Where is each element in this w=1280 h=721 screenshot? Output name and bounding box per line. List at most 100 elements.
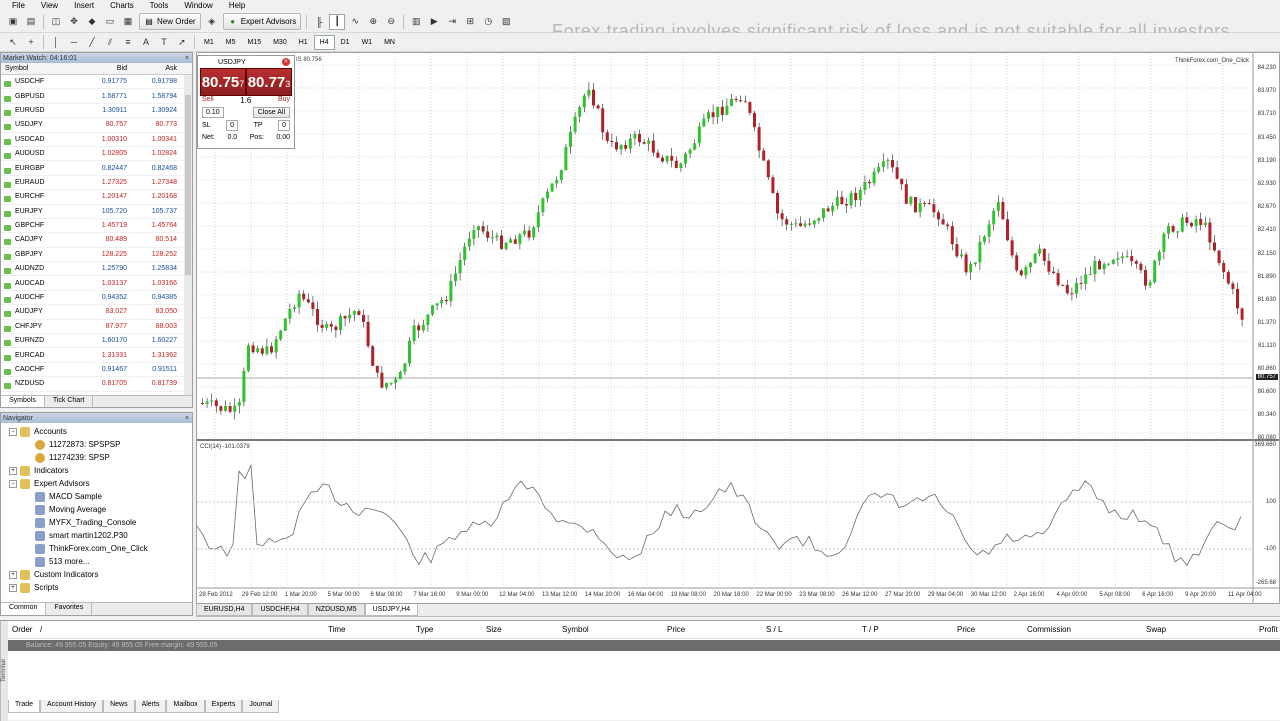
bar-chart-icon[interactable]: ╟ bbox=[316, 16, 323, 27]
terminal-tab[interactable]: Trade bbox=[8, 700, 41, 713]
navigator-item[interactable]: + Scripts bbox=[1, 581, 192, 594]
market-watch-row[interactable]: EURGBP 0.82447 0.82468 bbox=[1, 161, 192, 176]
timeframe-h1[interactable]: H1 bbox=[298, 38, 308, 46]
column-bid[interactable]: Bid bbox=[116, 65, 127, 72]
new-order-button[interactable]: ▤ New Order bbox=[139, 13, 201, 30]
terminal-tab[interactable]: Alerts bbox=[134, 700, 167, 713]
tab-common[interactable]: Common bbox=[1, 603, 47, 615]
expand-icon[interactable]: − bbox=[9, 427, 17, 436]
timeframe-d1[interactable]: D1 bbox=[340, 38, 350, 46]
timeframe-h4[interactable]: H4 bbox=[313, 34, 335, 50]
market-watch-row[interactable]: USDJPY 80.757 80.773 bbox=[1, 118, 192, 133]
text-label-icon[interactable]: T bbox=[161, 37, 167, 47]
menu-view[interactable]: View bbox=[40, 1, 59, 10]
tab-nzdusd-m5[interactable]: NZDUSD,M5 bbox=[307, 604, 365, 616]
tester-icon[interactable]: ▦ bbox=[123, 16, 133, 26]
terminal-icon[interactable]: ▭ bbox=[105, 16, 115, 26]
terminal-column-header[interactable]: / bbox=[40, 625, 43, 634]
templates-icon[interactable]: ▧ bbox=[502, 16, 511, 26]
market-watch-scrollbar[interactable] bbox=[184, 75, 192, 395]
candlestick-icon[interactable]: ┃ bbox=[329, 13, 346, 30]
data-window-icon[interactable]: ✥ bbox=[70, 16, 78, 26]
lots-input[interactable]: 0.10 bbox=[202, 107, 224, 118]
chart-window[interactable]: IS 80.756 ThinkForex.com_One_Click CCI(1… bbox=[196, 52, 1280, 604]
timeframe-m30[interactable]: M30 bbox=[273, 38, 287, 46]
navigator-item[interactable]: − Accounts bbox=[1, 425, 192, 438]
market-watch-row[interactable]: CHFJPY 87.977 88.003 bbox=[1, 320, 192, 335]
close-icon[interactable]: × bbox=[184, 414, 189, 422]
price-chart[interactable] bbox=[197, 53, 1280, 604]
market-watch-row[interactable]: GBPCHF 1.45719 1.45764 bbox=[1, 219, 192, 234]
navigator-item[interactable]: 513 more... bbox=[1, 555, 192, 568]
market-watch-row[interactable]: EURNZD 1.60170 1.60227 bbox=[1, 334, 192, 349]
terminal-column-header[interactable]: Profit bbox=[1259, 625, 1278, 634]
terminal-column-header[interactable]: Type bbox=[416, 625, 434, 634]
crosshair-icon[interactable]: + bbox=[28, 37, 34, 47]
market-watch-row[interactable]: CADJPY 80.489 80.514 bbox=[1, 233, 192, 248]
market-watch-row[interactable]: EURAUD 1.27325 1.27348 bbox=[1, 176, 192, 191]
terminal-tab[interactable]: Journal bbox=[242, 700, 280, 713]
periods-icon[interactable]: ◷ bbox=[484, 16, 493, 26]
tab-usdchf-h4[interactable]: USDCHF,H4 bbox=[252, 604, 308, 616]
column-symbol[interactable]: Symbol bbox=[5, 65, 29, 72]
terminal-tab[interactable]: News bbox=[103, 700, 135, 713]
expand-icon[interactable]: + bbox=[9, 466, 17, 475]
market-watch-row[interactable]: AUDNZD 1.25790 1.25834 bbox=[1, 262, 192, 277]
buy-button[interactable]: 80.773 bbox=[246, 68, 292, 96]
new-chart-icon[interactable]: ▣ bbox=[8, 16, 18, 26]
navigator-item[interactable]: + Custom Indicators bbox=[1, 568, 192, 581]
arrow-icon[interactable]: ➚ bbox=[178, 36, 186, 47]
navigator-item[interactable]: MACD Sample bbox=[1, 490, 192, 503]
terminal-column-header[interactable]: Swap bbox=[1146, 625, 1167, 634]
terminal-column-header[interactable]: Order bbox=[12, 625, 33, 634]
expert-advisors-button[interactable]: ● Expert Advisors bbox=[222, 13, 302, 30]
horizontal-line-icon[interactable]: ─ bbox=[70, 37, 78, 47]
market-watch-row[interactable]: GBPUSD 1.58771 1.58794 bbox=[1, 89, 192, 104]
timeframe-mn[interactable]: MN bbox=[384, 38, 395, 46]
tab-symbols[interactable]: Symbols bbox=[1, 396, 45, 407]
sell-button[interactable]: 80.757 bbox=[200, 68, 246, 96]
tile-windows-icon[interactable]: ▥ bbox=[412, 16, 421, 26]
market-watch-row[interactable]: EURJPY 105.720 105.737 bbox=[1, 205, 192, 219]
sl-input[interactable]: 0 bbox=[226, 120, 239, 131]
column-ask[interactable]: Ask bbox=[165, 65, 177, 72]
timeframe-m1[interactable]: M1 bbox=[204, 38, 214, 46]
navigator-item[interactable]: 11272873: SPSPSP bbox=[1, 438, 192, 451]
tab-favorites[interactable]: Favorites bbox=[46, 603, 93, 615]
terminal-tab[interactable]: Experts bbox=[204, 700, 243, 713]
market-watch-row[interactable]: AUDCAD 1.03137 1.03166 bbox=[1, 276, 192, 291]
market-watch-row[interactable]: NZDUSD 0.81705 0.81739 bbox=[1, 377, 192, 392]
terminal-tab[interactable]: Mailbox bbox=[166, 700, 205, 713]
market-watch-row[interactable]: EURCHF 1.20147 1.20168 bbox=[1, 190, 192, 205]
vertical-line-icon[interactable]: │ bbox=[53, 37, 59, 47]
market-watch-row[interactable]: AUDCHF 0.94352 0.94385 bbox=[1, 291, 192, 306]
terminal-column-header[interactable]: S / L bbox=[766, 625, 783, 634]
channel-icon[interactable]: ⫽ bbox=[107, 36, 112, 47]
navigator-item[interactable]: smart martin1202.P30 bbox=[1, 529, 192, 542]
tab-tick-chart[interactable]: Tick Chart bbox=[45, 396, 94, 407]
expand-icon[interactable]: + bbox=[9, 583, 17, 592]
chart-shift-icon[interactable]: ⇥ bbox=[448, 16, 457, 26]
navigator-item[interactable]: − Expert Advisors bbox=[1, 477, 192, 490]
navigator-item[interactable]: + Indicators bbox=[1, 464, 192, 477]
market-watch-row[interactable]: AUDJPY 83.027 83.050 bbox=[1, 305, 192, 320]
market-watch-row[interactable]: USDCHF 0.91775 0.91798 bbox=[1, 75, 192, 90]
market-watch-row[interactable]: CADCHF 0.91467 0.91511 bbox=[1, 363, 192, 378]
terminal-tab[interactable]: Account History bbox=[40, 700, 104, 713]
close-all-button[interactable]: Close All bbox=[252, 107, 290, 118]
indicators-icon[interactable]: ⊞ bbox=[466, 16, 475, 26]
line-chart-icon[interactable]: ∿ bbox=[351, 16, 360, 26]
tab-usdjpy-h4[interactable]: USDJPY,H4 bbox=[364, 604, 419, 616]
fibonacci-icon[interactable]: ≡ bbox=[125, 37, 131, 47]
terminal-column-header[interactable]: Symbol bbox=[562, 625, 589, 634]
zoom-out-icon[interactable]: ⊖ bbox=[387, 16, 396, 26]
menu-window[interactable]: Window bbox=[184, 1, 213, 10]
menu-help[interactable]: Help bbox=[228, 1, 246, 10]
menu-file[interactable]: File bbox=[12, 1, 25, 10]
profiles-icon[interactable]: ▤ bbox=[26, 16, 36, 26]
timeframe-m15[interactable]: M15 bbox=[247, 38, 262, 46]
cursor-icon[interactable]: ↖ bbox=[9, 36, 17, 47]
market-watch-row[interactable]: EURCAD 1.31331 1.31362 bbox=[1, 348, 192, 363]
timeframe-w1[interactable]: W1 bbox=[361, 38, 373, 46]
scrollbar-thumb[interactable] bbox=[185, 95, 191, 275]
